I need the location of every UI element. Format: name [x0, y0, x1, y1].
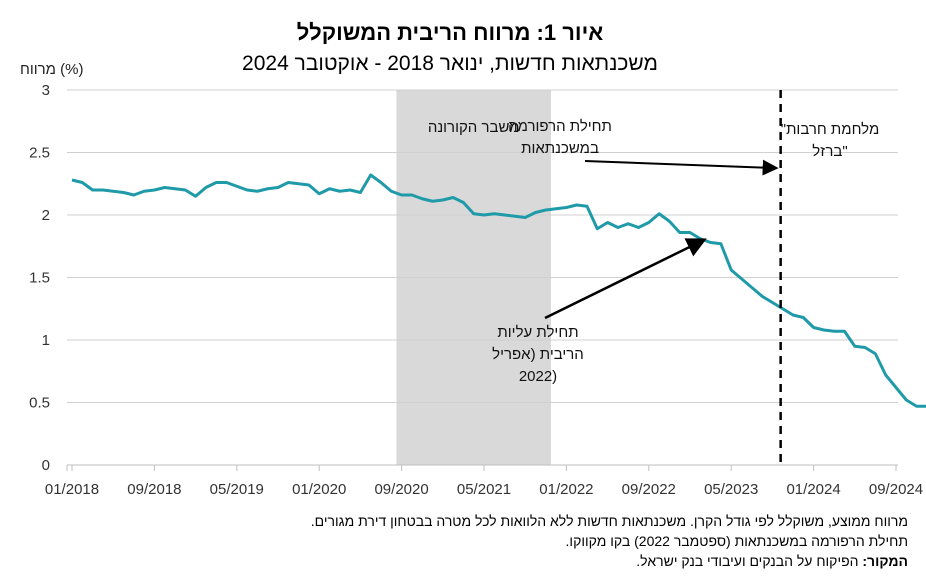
series-line-0	[71, 173, 926, 408]
chart-title: איור 1: מרווח הריבית המשוקלל	[297, 20, 603, 45]
reform-label: תחילת הרפורמה	[508, 118, 612, 135]
y-tick-label: 0.5	[29, 395, 50, 412]
y-tick-label: 0	[42, 457, 50, 474]
rate-hike-label: הריבית (אפריל	[492, 346, 584, 363]
x-tick-label: 09/2022	[622, 481, 676, 498]
source-text: הפיקוח על הבנקים ועיבודי בנק ישראל.	[636, 553, 863, 569]
y-tick-label: 2.5	[29, 145, 50, 162]
x-tick-label: 05/2019	[210, 481, 264, 498]
chart: 0 0.5 1 1.5 2 2.5 3 01/2018 09/2018 05/2019 01/202…	[20, 20, 926, 498]
chart-subtitle: משכנתאות חדשות, ינואר 2018 - אוקטובר 202…	[242, 52, 658, 75]
y-tick-label: 2	[42, 207, 50, 224]
rate-hike-arrow	[544, 238, 707, 320]
annotations: משבר הקורונה "מלחמת חרבות ברזל" תחילת הרפור…	[428, 90, 879, 465]
x-tick-label: 09/2020	[374, 481, 428, 498]
x-tick-label: 01/2024	[786, 481, 840, 498]
rate-hike-label: 2022)	[519, 368, 557, 385]
y-tick-label: 1.5	[29, 270, 50, 287]
y-axis-label: מרווח (%)	[20, 61, 83, 78]
series	[71, 173, 926, 408]
x-tick-label: 05/2023	[704, 481, 758, 498]
x-tick-label: 09/2024	[869, 481, 923, 498]
y-tick-label: 1	[42, 332, 50, 349]
x-tick-label: 05/2021	[457, 481, 511, 498]
source-label: המקור:	[862, 553, 908, 569]
shaded-period-label: ברזל"	[812, 143, 847, 160]
reform-arrow	[584, 159, 779, 176]
y-tick-label: 3	[42, 82, 50, 99]
source-note: המקור: הפיקוח על הבנקים ועיבודי בנק ישרא…	[636, 553, 908, 569]
note-1: מרווח ממוצע, משוקלל לפי גודל הקרן. משכנת…	[310, 513, 908, 529]
shaded-period-label: משבר הקורונה	[428, 119, 520, 136]
x-tick-label: 09/2018	[127, 481, 181, 498]
reform-label: במשכנתאות	[521, 140, 599, 157]
x-tick-label: 01/2022	[539, 481, 593, 498]
x-tick-label: 01/2018	[45, 481, 99, 498]
x-tick-label: 01/2020	[292, 481, 346, 498]
note-2: תחילת הרפורמה במשכנתאות (ספטמבר 2022) בק…	[565, 533, 908, 549]
rate-hike-label: תחילת עליות	[497, 324, 578, 341]
axes: 0 0.5 1 1.5 2 2.5 3 01/2018 09/2018 05/2019 01/202…	[29, 82, 923, 498]
shaded-period-label: "מלחמת חרבות	[781, 121, 880, 138]
